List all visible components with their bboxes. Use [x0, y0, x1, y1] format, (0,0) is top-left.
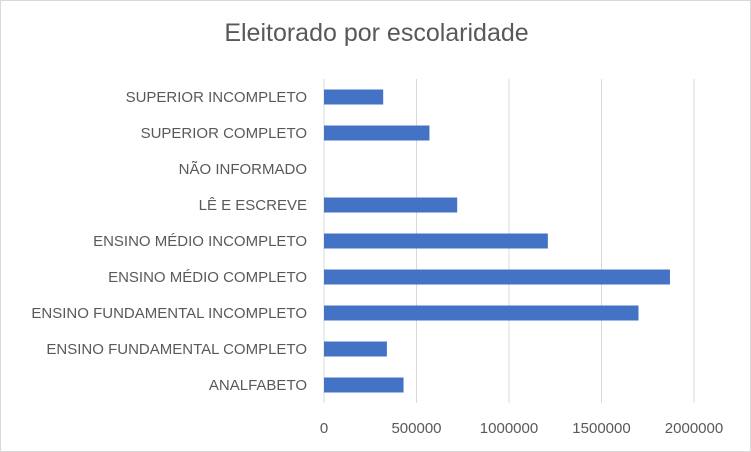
- x-tick-label: 500000: [391, 420, 441, 437]
- bar-7: [324, 341, 387, 357]
- chart-title: Eleitorado por escolaridade: [224, 19, 529, 47]
- category-label: NÃO INFORMADO: [179, 161, 307, 178]
- bar-3: [324, 197, 458, 213]
- category-label: SUPERIOR COMPLETO: [141, 125, 307, 142]
- category-label: LÊ E ESCREVE: [199, 197, 307, 214]
- category-label: ENSINO MÉDIO COMPLETO: [108, 269, 307, 286]
- category-label: ENSINO MÉDIO INCOMPLETO: [93, 233, 307, 250]
- category-label: ENSINO FUNDAMENTAL COMPLETO: [46, 341, 307, 358]
- bar-8: [324, 377, 404, 393]
- bar-6: [324, 305, 639, 321]
- bar-5: [324, 269, 670, 285]
- category-label: ANALFABETO: [209, 377, 307, 394]
- bar-0: [324, 89, 384, 105]
- bar-4: [324, 233, 548, 249]
- category-label: ENSINO FUNDAMENTAL INCOMPLETO: [31, 305, 307, 322]
- x-tick-label: 1000000: [480, 420, 538, 437]
- x-tick-label: 2000000: [665, 420, 723, 437]
- category-label: SUPERIOR INCOMPLETO: [126, 89, 307, 106]
- x-tick-label: 1500000: [572, 420, 630, 437]
- bar-1: [324, 125, 430, 141]
- x-tick-label: 0: [320, 420, 328, 437]
